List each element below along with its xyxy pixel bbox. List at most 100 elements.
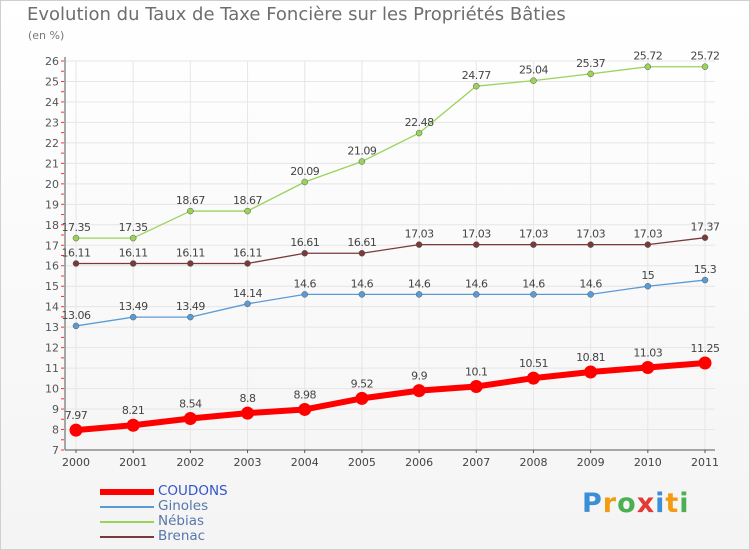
data-point-brenac (644, 241, 652, 248)
data-label-coudons: 10.51 (519, 357, 548, 370)
data-point-ginoles (644, 282, 652, 290)
y-tick-label: 11 (45, 362, 59, 375)
data-point-brenac (701, 234, 709, 241)
data-point-ginoles (129, 313, 137, 321)
legend-item: Brenac (100, 529, 228, 544)
y-tick-label: 10 (45, 383, 59, 396)
unit-label: (en %) (28, 29, 65, 42)
data-label-coudons: 8.8 (240, 392, 256, 405)
y-tick-label: 13 (45, 321, 59, 334)
y-tick-label: 8 (52, 424, 59, 437)
data-label-brenac: 17.03 (405, 228, 434, 241)
y-tick-label: 22 (45, 137, 59, 150)
data-point-nebias (72, 234, 80, 242)
data-label-coudons: 9.9 (411, 370, 427, 383)
data-label-ginoles: 14.6 (408, 277, 431, 290)
data-label-brenac: 16.11 (176, 246, 205, 259)
logo-letter: i (679, 488, 690, 519)
y-tick-label: 16 (45, 260, 59, 273)
data-label-brenac: 16.11 (119, 246, 148, 259)
data-label-ginoles: 14.6 (293, 277, 316, 290)
data-point-brenac (187, 260, 194, 267)
data-label-nebias: 25.04 (519, 64, 548, 77)
proxiti-logo: Proxiti (582, 488, 690, 519)
data-label-nebias: 21.09 (347, 145, 376, 158)
x-tick-label: 2001 (119, 456, 147, 469)
legend-swatch (100, 505, 154, 508)
data-point-brenac (415, 241, 423, 248)
data-point-nebias (301, 178, 308, 186)
data-point-nebias (587, 70, 594, 78)
data-label-ginoles: 13.49 (176, 300, 205, 313)
data-point-nebias (358, 158, 366, 165)
x-tick-label: 2004 (291, 456, 319, 469)
data-point-ginoles (701, 276, 709, 284)
y-tick-label: 17 (45, 239, 59, 252)
data-point-nebias (244, 207, 251, 215)
legend-label: COUDONS (158, 483, 228, 499)
legend-label: Nébias (158, 513, 205, 529)
series-line-ginoles (75, 279, 706, 327)
data-label-coudons: 9.52 (351, 377, 374, 390)
data-point-coudons (298, 402, 312, 416)
x-tick-label: 2006 (405, 456, 433, 469)
y-tick-label: 25 (45, 75, 59, 88)
legend-label: Ginoles (158, 498, 209, 514)
data-point-coudons (183, 411, 197, 425)
data-label-coudons: 8.54 (179, 397, 202, 410)
data-point-coudons (584, 365, 598, 379)
legend-item: COUDONS (100, 484, 228, 499)
series-line-brenac (76, 237, 706, 265)
data-point-ginoles (530, 291, 537, 298)
data-label-brenac: 17.03 (633, 228, 662, 241)
data-label-nebias: 24.77 (462, 69, 491, 82)
x-tick-label: 2005 (348, 456, 376, 469)
y-tick-label: 12 (45, 342, 59, 355)
logo-letter: t (665, 488, 680, 519)
data-label-ginoles: 14.6 (465, 277, 488, 290)
series-line-nebias (76, 66, 705, 239)
legend-item: Nébias (100, 514, 228, 529)
data-point-coudons (469, 380, 483, 394)
data-point-coudons (526, 371, 540, 385)
data-point-ginoles (301, 291, 308, 298)
data-point-brenac (358, 249, 366, 257)
data-point-nebias (129, 234, 137, 242)
legend-label: Brenac (158, 528, 206, 544)
y-tick-label: 15 (45, 280, 59, 293)
logo-letter: r (602, 488, 618, 519)
series-line-coudons (75, 359, 706, 434)
x-tick-label: 2000 (62, 456, 90, 469)
data-point-ginoles (415, 291, 423, 298)
y-tick-label: 14 (45, 301, 59, 314)
data-point-nebias (530, 77, 537, 84)
y-tick-label: 7 (52, 444, 59, 457)
y-tick-label: 21 (45, 157, 59, 170)
data-point-brenac (72, 260, 80, 267)
data-point-ginoles (358, 291, 366, 298)
data-point-ginoles (473, 291, 480, 298)
data-label-nebias: 20.09 (290, 165, 319, 178)
data-label-ginoles: 14.6 (579, 277, 602, 290)
x-tick-label: 2009 (577, 456, 605, 469)
data-point-ginoles (587, 291, 594, 298)
data-label-coudons: 7.97 (65, 409, 88, 422)
data-point-coudons (355, 391, 369, 405)
data-label-nebias: 17.35 (62, 221, 91, 234)
x-tick-label: 2011 (691, 456, 719, 469)
y-tick-label: 19 (45, 198, 59, 211)
data-point-nebias (701, 63, 709, 70)
chart-title: Evolution du Taux de Taxe Foncière sur l… (27, 4, 566, 25)
data-label-brenac: 17.03 (576, 228, 605, 241)
x-tick-label: 2003 (234, 456, 262, 469)
data-point-coudons (126, 418, 140, 432)
data-point-coudons (641, 360, 655, 374)
data-point-brenac (301, 249, 308, 257)
data-label-ginoles: 14.6 (351, 277, 374, 290)
data-label-coudons: 8.98 (293, 388, 316, 401)
data-point-ginoles (244, 300, 251, 308)
data-point-brenac (244, 260, 251, 267)
data-label-brenac: 16.61 (290, 236, 319, 249)
